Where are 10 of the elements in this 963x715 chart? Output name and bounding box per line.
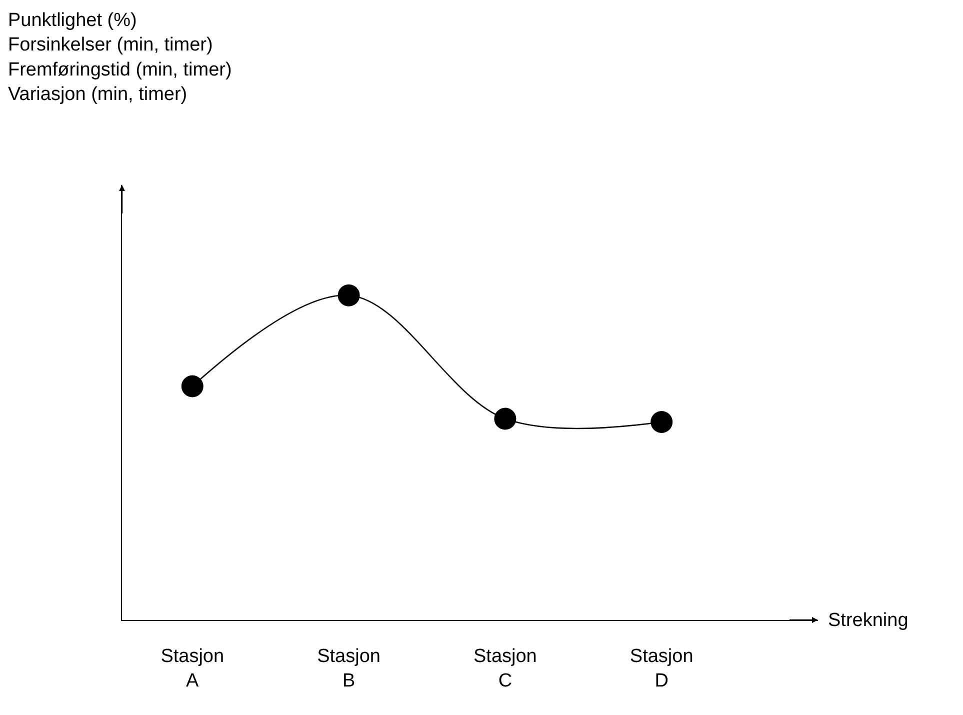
point	[494, 408, 516, 430]
x-tick-label: Stasjon C	[474, 646, 537, 692]
point	[650, 410, 673, 433]
x-tick-label: Stasjon B	[317, 646, 380, 692]
x-tick-label: Stasjon D	[630, 646, 694, 692]
x-tick-label: Stasjon A	[160, 646, 224, 692]
point	[338, 284, 360, 306]
point	[181, 375, 204, 398]
x-axis-title: Strekning	[828, 610, 908, 631]
text: Punktlighet (%) Forsinkelser (min, timer) Fremføringstid (min, timer) Variasjon (min, timer)	[8, 10, 232, 106]
